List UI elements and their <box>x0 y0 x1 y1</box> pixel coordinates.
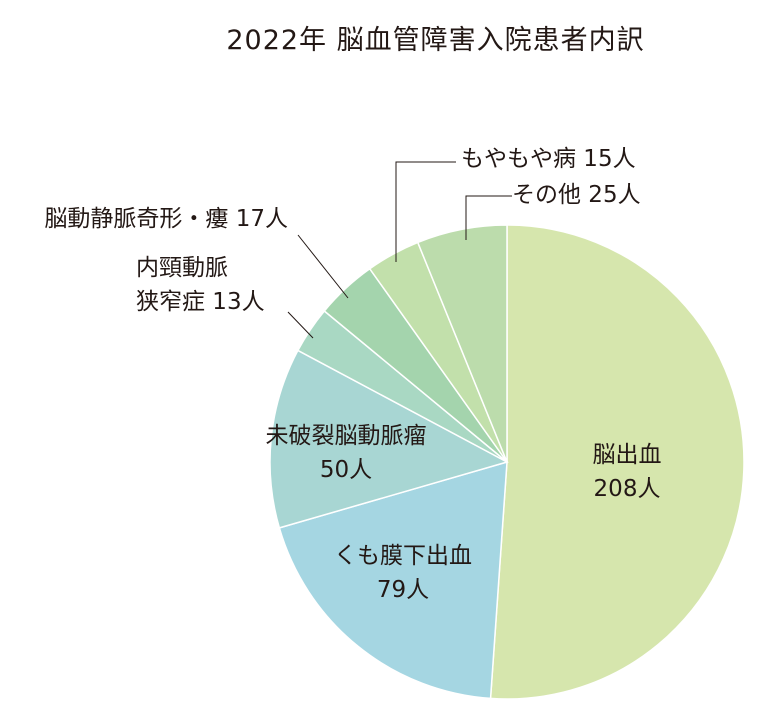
leader-line <box>297 234 349 299</box>
slice-label: 未破裂脳動脈瘤 <box>266 423 427 449</box>
slice-label: もやもや病 15人 <box>461 146 636 172</box>
slice-label: くも膜下出血 <box>334 543 472 569</box>
leader-line <box>465 195 512 240</box>
slice-label: 208人 <box>594 476 661 502</box>
slice-label: 脳動静脈奇形・瘻 17人 <box>44 206 288 232</box>
slice-label: 内頸動脈 <box>136 255 228 281</box>
pie-slice <box>416 224 508 463</box>
pie-slice <box>269 349 509 529</box>
slice-label: 50人 <box>320 457 372 483</box>
leader-line <box>287 311 314 339</box>
pie-slice <box>489 224 745 700</box>
slice-label: 狭窄症 13人 <box>136 289 265 315</box>
slice-label: 79人 <box>377 577 429 603</box>
slice-label: その他 25人 <box>512 182 641 208</box>
pie-slice <box>278 460 508 700</box>
leader-line <box>395 161 456 262</box>
slice-label: 脳出血 <box>593 442 662 468</box>
chart-title: 2022年 脳血管障害入院患者内訳 <box>226 25 645 56</box>
